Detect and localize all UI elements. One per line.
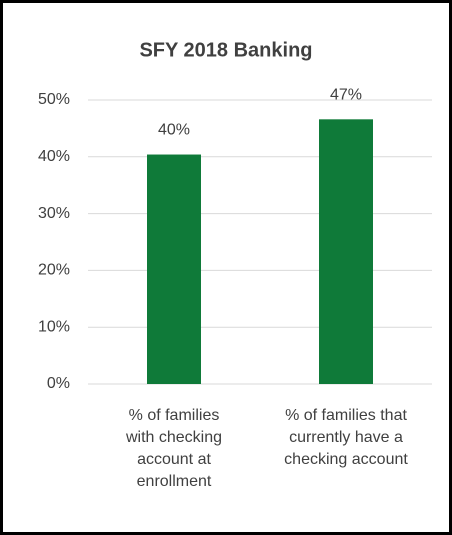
- bar: [147, 154, 201, 384]
- x-tick-label: % of families that currently have a chec…: [284, 407, 408, 468]
- chart: SFY 2018 Banking 0% 10% 20% 30% 40% 50% 40% 47%: [38, 39, 432, 392]
- y-tick-label: 50%: [38, 91, 70, 108]
- bar: [319, 119, 373, 384]
- y-tick-label: 0%: [47, 375, 70, 392]
- x-tick-label: % of families with checking account at e…: [125, 407, 223, 490]
- y-tick-label: 30%: [38, 205, 70, 222]
- chart-title: SFY 2018 Banking: [139, 39, 312, 61]
- y-tick-label: 20%: [38, 262, 70, 279]
- data-label: 47%: [330, 87, 362, 104]
- y-tick-label: 10%: [38, 318, 70, 335]
- y-tick-label: 40%: [38, 148, 70, 165]
- data-label: 40%: [158, 122, 190, 139]
